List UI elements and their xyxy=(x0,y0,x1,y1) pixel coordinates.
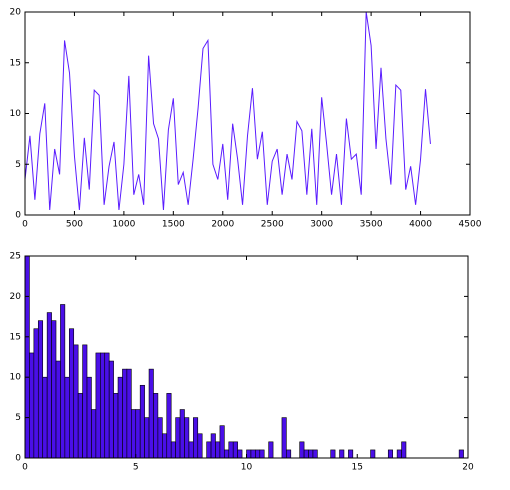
histogram-bar xyxy=(29,352,35,459)
histogram-bar xyxy=(268,441,274,459)
y-tick-label: 20 xyxy=(10,292,22,302)
histogram-bar xyxy=(299,441,305,459)
histogram-bar xyxy=(77,393,83,459)
x-tick-label: 10 xyxy=(241,463,253,473)
histogram-bar xyxy=(64,376,70,459)
histogram-bar xyxy=(117,376,123,459)
histogram-bar xyxy=(60,304,66,459)
data-line xyxy=(24,11,431,210)
histogram-bar xyxy=(95,352,101,459)
histogram-bar xyxy=(33,328,39,459)
y-tick-label: 15 xyxy=(10,332,21,342)
histogram-bar xyxy=(46,312,52,459)
histogram-bar xyxy=(91,409,97,459)
histogram-bar xyxy=(139,384,145,459)
histogram-bar xyxy=(113,393,119,459)
x-tick-label: 5 xyxy=(133,463,139,473)
y-tick-label: 0 xyxy=(15,454,21,464)
histogram-bar xyxy=(387,449,393,459)
x-tick-label: 3500 xyxy=(360,220,383,230)
histogram-bar xyxy=(148,368,154,459)
histogram-bar xyxy=(144,417,150,459)
x-tick-label: 0 xyxy=(22,220,28,230)
histogram-bar xyxy=(286,449,292,459)
x-tick-label: 3000 xyxy=(310,220,333,230)
x-tick-label: 4000 xyxy=(409,220,432,230)
histogram-bar xyxy=(396,449,402,459)
histogram-bar xyxy=(184,417,190,459)
histogram-bar xyxy=(303,449,309,459)
x-tick-label: 1500 xyxy=(162,220,185,230)
histogram-bar xyxy=(135,409,141,459)
x-tick-label: 1000 xyxy=(112,220,135,230)
x-tick-label: 15 xyxy=(352,463,363,473)
histogram-bar xyxy=(219,425,225,459)
x-tick-label: 0 xyxy=(22,463,28,473)
histogram-bar xyxy=(24,255,30,459)
histogram-bar xyxy=(312,449,318,459)
y-tick-label: 5 xyxy=(15,160,21,170)
histogram-bar xyxy=(153,393,159,459)
histogram-bar xyxy=(193,417,199,459)
y-tick-label: 10 xyxy=(10,373,22,383)
histogram-bar xyxy=(250,449,256,459)
histogram-bar xyxy=(73,344,79,459)
histogram-bar xyxy=(166,393,172,459)
histogram-bar xyxy=(224,449,230,459)
y-tick-label: 0 xyxy=(15,211,21,221)
histogram-bar xyxy=(348,449,354,459)
y-tick-label: 25 xyxy=(10,252,21,262)
histogram-bar xyxy=(170,441,176,459)
histogram-bar xyxy=(259,449,265,459)
histogram-bar xyxy=(232,441,238,459)
histogram-bar xyxy=(237,449,243,459)
histogram-bar xyxy=(100,352,106,459)
x-tick-label: 2000 xyxy=(211,220,234,230)
histogram-bar xyxy=(228,441,234,459)
histogram-bar xyxy=(308,449,314,459)
histogram-bar xyxy=(69,328,75,459)
histogram-bar xyxy=(55,360,61,459)
y-tick-label: 10 xyxy=(10,109,22,119)
x-tick-label: 4500 xyxy=(459,220,482,230)
histogram-bar xyxy=(131,409,137,459)
histogram-bar xyxy=(330,449,336,459)
histogram-bar xyxy=(42,376,48,459)
axes-frame xyxy=(24,11,471,216)
x-tick-label: 500 xyxy=(66,220,83,230)
y-tick-label: 20 xyxy=(10,8,22,18)
x-tick-label: 20 xyxy=(462,463,474,473)
histogram-bar xyxy=(86,376,92,459)
y-tick-label: 5 xyxy=(15,413,21,423)
histogram-bar xyxy=(175,417,181,459)
histogram-bar xyxy=(197,433,203,459)
histogram-bar xyxy=(162,433,168,459)
histogram-bar xyxy=(126,368,132,459)
histogram-bar xyxy=(210,433,216,459)
histogram-bar xyxy=(215,441,221,459)
histogram-bar xyxy=(188,441,194,459)
histogram-bar xyxy=(179,409,185,459)
histogram-bar xyxy=(370,449,376,459)
histogram-bar xyxy=(157,417,163,459)
histogram-bar xyxy=(281,417,287,459)
histogram-bar xyxy=(401,441,407,459)
histogram-bar xyxy=(246,449,252,459)
histogram-bar xyxy=(51,320,57,459)
x-tick-label: 2500 xyxy=(261,220,284,230)
histogram-bar xyxy=(104,352,110,459)
y-tick-label: 15 xyxy=(10,58,21,68)
histogram-bar xyxy=(339,449,345,459)
histogram-bar xyxy=(255,449,261,459)
histogram-bar xyxy=(458,449,464,459)
histogram-bar xyxy=(122,368,128,459)
histogram-bar xyxy=(206,441,212,459)
histogram-bar xyxy=(108,360,114,459)
histogram-bar xyxy=(82,344,88,459)
histogram-bar xyxy=(37,320,44,459)
